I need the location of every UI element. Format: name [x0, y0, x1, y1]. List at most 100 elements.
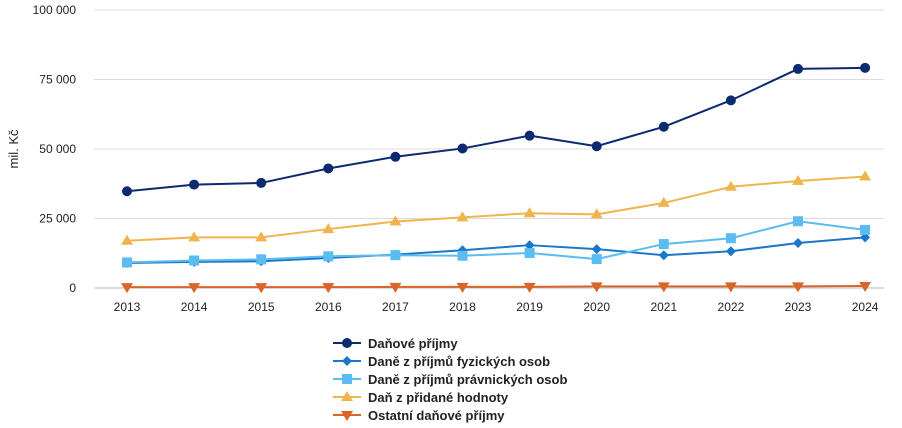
y-tick-label: 25 000 [39, 212, 76, 226]
data-point [323, 251, 334, 262]
legend-swatch [333, 356, 361, 366]
series-0 [122, 62, 871, 197]
data-point [792, 282, 804, 293]
data-point [256, 254, 267, 265]
data-point [121, 283, 133, 294]
data-point [389, 215, 402, 226]
x-tick-label: 2016 [315, 300, 342, 314]
data-point [342, 338, 352, 348]
x-tick-label: 2013 [114, 300, 141, 314]
series-3 [121, 170, 872, 245]
x-tick-label: 2018 [449, 300, 476, 314]
x-tick-label: 2024 [852, 300, 879, 314]
series-group [121, 62, 872, 294]
data-point [341, 411, 353, 421]
x-tick-label: 2014 [181, 300, 208, 314]
data-point [859, 282, 872, 293]
data-point [342, 356, 352, 366]
data-point [725, 233, 736, 244]
data-point [793, 216, 803, 227]
data-point [456, 211, 469, 222]
data-point [591, 244, 602, 255]
data-point [859, 170, 872, 181]
legend-swatch [333, 391, 361, 401]
y-axis-ticks: 0 25 000 50 000 75 000 100 000 [33, 3, 77, 295]
data-point [122, 257, 132, 268]
data-point [725, 95, 736, 106]
series-line [126, 236, 866, 264]
data-point [322, 283, 335, 294]
data-point [390, 151, 401, 162]
data-point [189, 179, 200, 190]
data-point [322, 223, 335, 234]
data-point [658, 239, 669, 250]
legend-item: Daně z příjmů právnických osob [332, 370, 567, 388]
legend-swatch [333, 374, 361, 384]
data-point [255, 231, 268, 242]
series-2 [122, 216, 871, 268]
series-4 [121, 282, 872, 294]
data-point [255, 283, 268, 294]
data-point [658, 250, 669, 261]
data-point [456, 282, 469, 293]
data-point [188, 283, 201, 294]
legend-label: Daňové příjmy [368, 335, 458, 351]
x-tick-label: 2019 [516, 300, 543, 314]
data-point [724, 282, 737, 293]
data-point [122, 186, 132, 197]
x-tick-label: 2021 [650, 300, 677, 314]
data-point [524, 240, 535, 251]
data-point [390, 250, 401, 261]
data-point [121, 234, 133, 245]
data-point [657, 282, 670, 293]
series-line [127, 285, 866, 289]
data-point [793, 237, 803, 248]
data-point [725, 246, 736, 257]
y-axis-label: mil. Kč [6, 129, 21, 169]
data-point [323, 163, 334, 174]
y-tick-label: 75 000 [39, 73, 76, 87]
data-point [457, 143, 468, 154]
gridlines [94, 9, 884, 289]
legend-label: Daně z příjmů právnických osob [368, 371, 568, 387]
y-tick-label: 0 [69, 281, 76, 295]
legend-item: Daň z přidané hodnoty [332, 388, 567, 406]
data-point [256, 177, 267, 188]
data-point [524, 247, 535, 258]
legend-item: Daně z příjmů fyzických osob [332, 352, 567, 370]
y-tick-label: 100 000 [33, 3, 77, 17]
legend: Daňové příjmy Daně z příjmů fyzických oso… [332, 334, 567, 424]
data-point [189, 255, 200, 266]
data-point [591, 254, 602, 265]
data-point [590, 208, 603, 219]
data-point [657, 196, 670, 207]
data-point [860, 232, 871, 243]
data-point [523, 207, 536, 218]
series-line [126, 220, 866, 264]
x-tick-label: 2017 [382, 300, 409, 314]
data-point [724, 180, 737, 191]
data-point [860, 224, 871, 235]
legend-item: Daňové příjmy [332, 334, 567, 352]
data-point [341, 391, 353, 401]
data-point [793, 63, 803, 74]
legend-swatch [333, 338, 361, 348]
data-point [591, 141, 602, 152]
data-point [590, 282, 603, 293]
legend-label: Daň z přidané hodnoty [368, 389, 509, 405]
series-line [126, 175, 866, 242]
x-tick-label: 2023 [785, 300, 812, 314]
legend-swatch [333, 411, 361, 421]
data-point [658, 121, 669, 132]
data-point [523, 282, 536, 293]
data-point [389, 282, 402, 293]
data-point [457, 250, 468, 261]
y-tick-label: 50 000 [39, 142, 76, 156]
legend-label: Ostatní daňové příjmy [368, 407, 505, 423]
x-tick-label: 2022 [718, 300, 745, 314]
data-point [342, 374, 352, 384]
legend-item: Ostatní daňové příjmy [332, 406, 567, 424]
x-axis-ticks: 2013 2014 2015 2016 2017 2018 2019 2020 2021 2022… [114, 300, 879, 314]
legend-label: Daně z příjmů fyzických osob [368, 353, 551, 369]
data-point [524, 130, 535, 141]
